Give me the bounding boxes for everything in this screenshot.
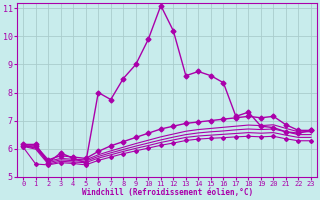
X-axis label: Windchill (Refroidissement éolien,°C): Windchill (Refroidissement éolien,°C): [82, 188, 253, 197]
